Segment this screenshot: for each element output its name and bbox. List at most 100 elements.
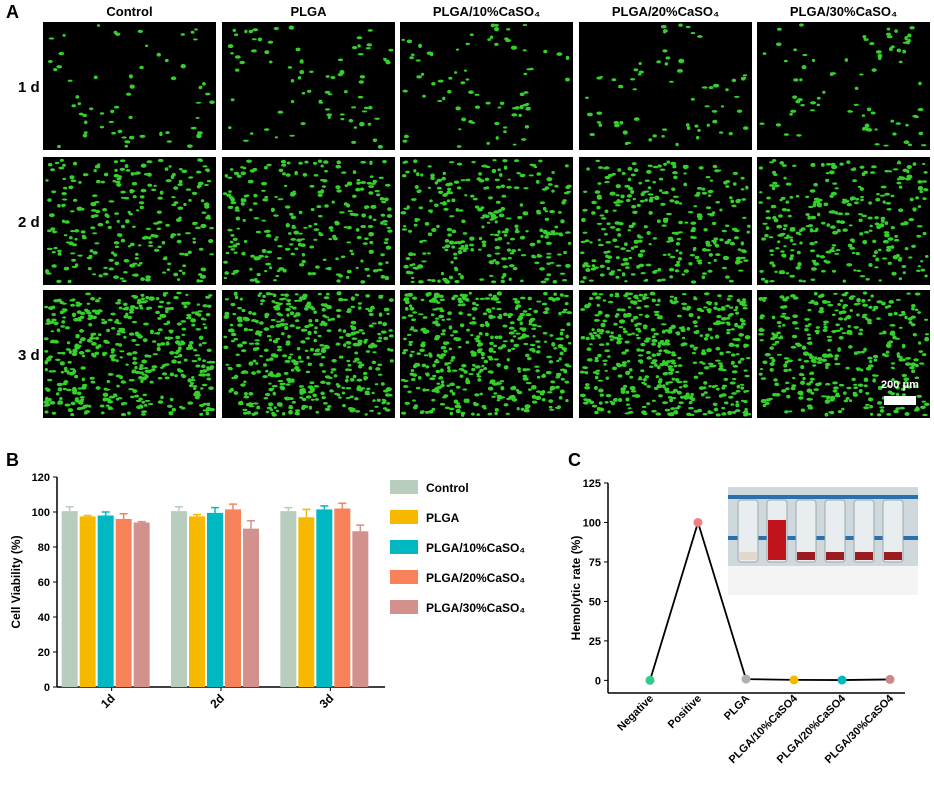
bar	[97, 515, 114, 687]
y-tick-label: 0	[44, 682, 50, 694]
y-tick-label: 25	[589, 636, 601, 648]
legend-label: PLGA	[426, 511, 460, 525]
cells	[45, 158, 214, 284]
legend-swatch	[390, 600, 418, 614]
point	[741, 674, 751, 684]
bar	[189, 516, 205, 687]
bar	[133, 522, 150, 687]
y-tick-label: 75	[589, 557, 601, 569]
cells	[400, 291, 572, 417]
point	[693, 517, 703, 527]
tube	[824, 499, 846, 563]
point	[789, 675, 799, 685]
micrograph	[43, 22, 216, 150]
error-bar	[302, 508, 311, 518]
bar	[352, 531, 369, 687]
legend-swatch	[390, 540, 418, 554]
line	[649, 519, 891, 681]
cells	[579, 291, 752, 417]
row-label: 3 d	[18, 347, 40, 364]
error-bar	[284, 506, 293, 512]
y-tick-label: 100	[583, 517, 601, 529]
y-axis-label: Cell Viability (%)	[9, 535, 23, 628]
error-bar	[211, 506, 219, 513]
y-tick-label: 0	[595, 675, 601, 687]
y-tick-label: 80	[38, 542, 50, 554]
bar	[79, 516, 96, 687]
tube-fill	[884, 552, 902, 560]
micrograph	[757, 22, 930, 150]
cells	[585, 23, 749, 147]
bar	[171, 511, 187, 687]
column-header: PLGA	[290, 4, 327, 19]
tube	[737, 499, 759, 563]
photo-band	[728, 495, 918, 499]
panel-label: A	[6, 2, 19, 22]
y-tick-label: 100	[32, 507, 50, 519]
y-tick-label: 20	[38, 647, 50, 659]
scale-bar	[884, 396, 916, 405]
micrograph	[579, 22, 752, 150]
error-bar	[193, 513, 201, 517]
legend-label: PLGA/20%CaSO₄	[426, 571, 525, 585]
y-tick-label: 60	[38, 577, 50, 589]
micrograph	[400, 22, 573, 150]
cells	[579, 159, 751, 284]
y-tick-label: 40	[38, 612, 50, 624]
cells	[222, 159, 393, 284]
error-bar	[320, 505, 329, 510]
photo-label-strip	[728, 566, 918, 595]
error-bar	[175, 506, 183, 512]
micrograph	[579, 290, 752, 418]
y-tick-label: 50	[589, 596, 601, 608]
tube	[882, 499, 904, 563]
bar	[280, 511, 297, 687]
error-bar	[229, 503, 237, 510]
cells	[759, 23, 927, 147]
micrograph	[222, 157, 395, 285]
legend-swatch	[390, 510, 418, 524]
scale-bar-label: 200 μm	[881, 379, 919, 391]
error-bar	[65, 506, 74, 512]
legend-swatch	[390, 570, 418, 584]
error-bar	[338, 502, 347, 509]
bar	[298, 517, 315, 687]
inset-photo	[728, 487, 918, 595]
tube-fill	[826, 552, 844, 560]
tube-fill	[855, 552, 873, 560]
y-axis-label: Hemolytic rate (%)	[569, 536, 583, 641]
legend-label: PLGA/10%CaSO₄	[426, 541, 525, 555]
column-header: PLGA/10%CaSO₄	[433, 4, 540, 19]
bar	[243, 528, 259, 687]
bar	[207, 512, 223, 687]
error-bar	[356, 524, 365, 532]
legend-label: PLGA/30%CaSO₄	[426, 601, 525, 615]
point	[645, 675, 655, 685]
bar	[225, 509, 241, 687]
error-bar	[247, 520, 255, 529]
tube-fill	[739, 552, 757, 560]
micrograph	[400, 157, 573, 285]
point	[885, 674, 895, 684]
y-tick-label: 125	[583, 478, 601, 490]
legend-swatch	[390, 480, 418, 494]
x-tick-label: 2d	[207, 691, 227, 711]
cells	[47, 24, 215, 149]
cells	[758, 159, 929, 284]
panel-label: B	[6, 450, 19, 470]
tube-fill	[768, 520, 786, 560]
error-bar	[119, 513, 128, 519]
tube	[795, 499, 817, 563]
legend-label: Control	[426, 481, 469, 495]
panel-label: C	[568, 450, 581, 470]
bar	[334, 508, 351, 687]
y-tick-label: 120	[32, 472, 50, 484]
cells	[43, 291, 216, 417]
micrograph	[222, 22, 395, 150]
tube	[853, 499, 875, 563]
x-tick-label: 3d	[317, 691, 337, 711]
x-tick-label: PLGA	[722, 693, 752, 723]
photo-band	[728, 536, 918, 540]
error-bar	[83, 514, 92, 517]
